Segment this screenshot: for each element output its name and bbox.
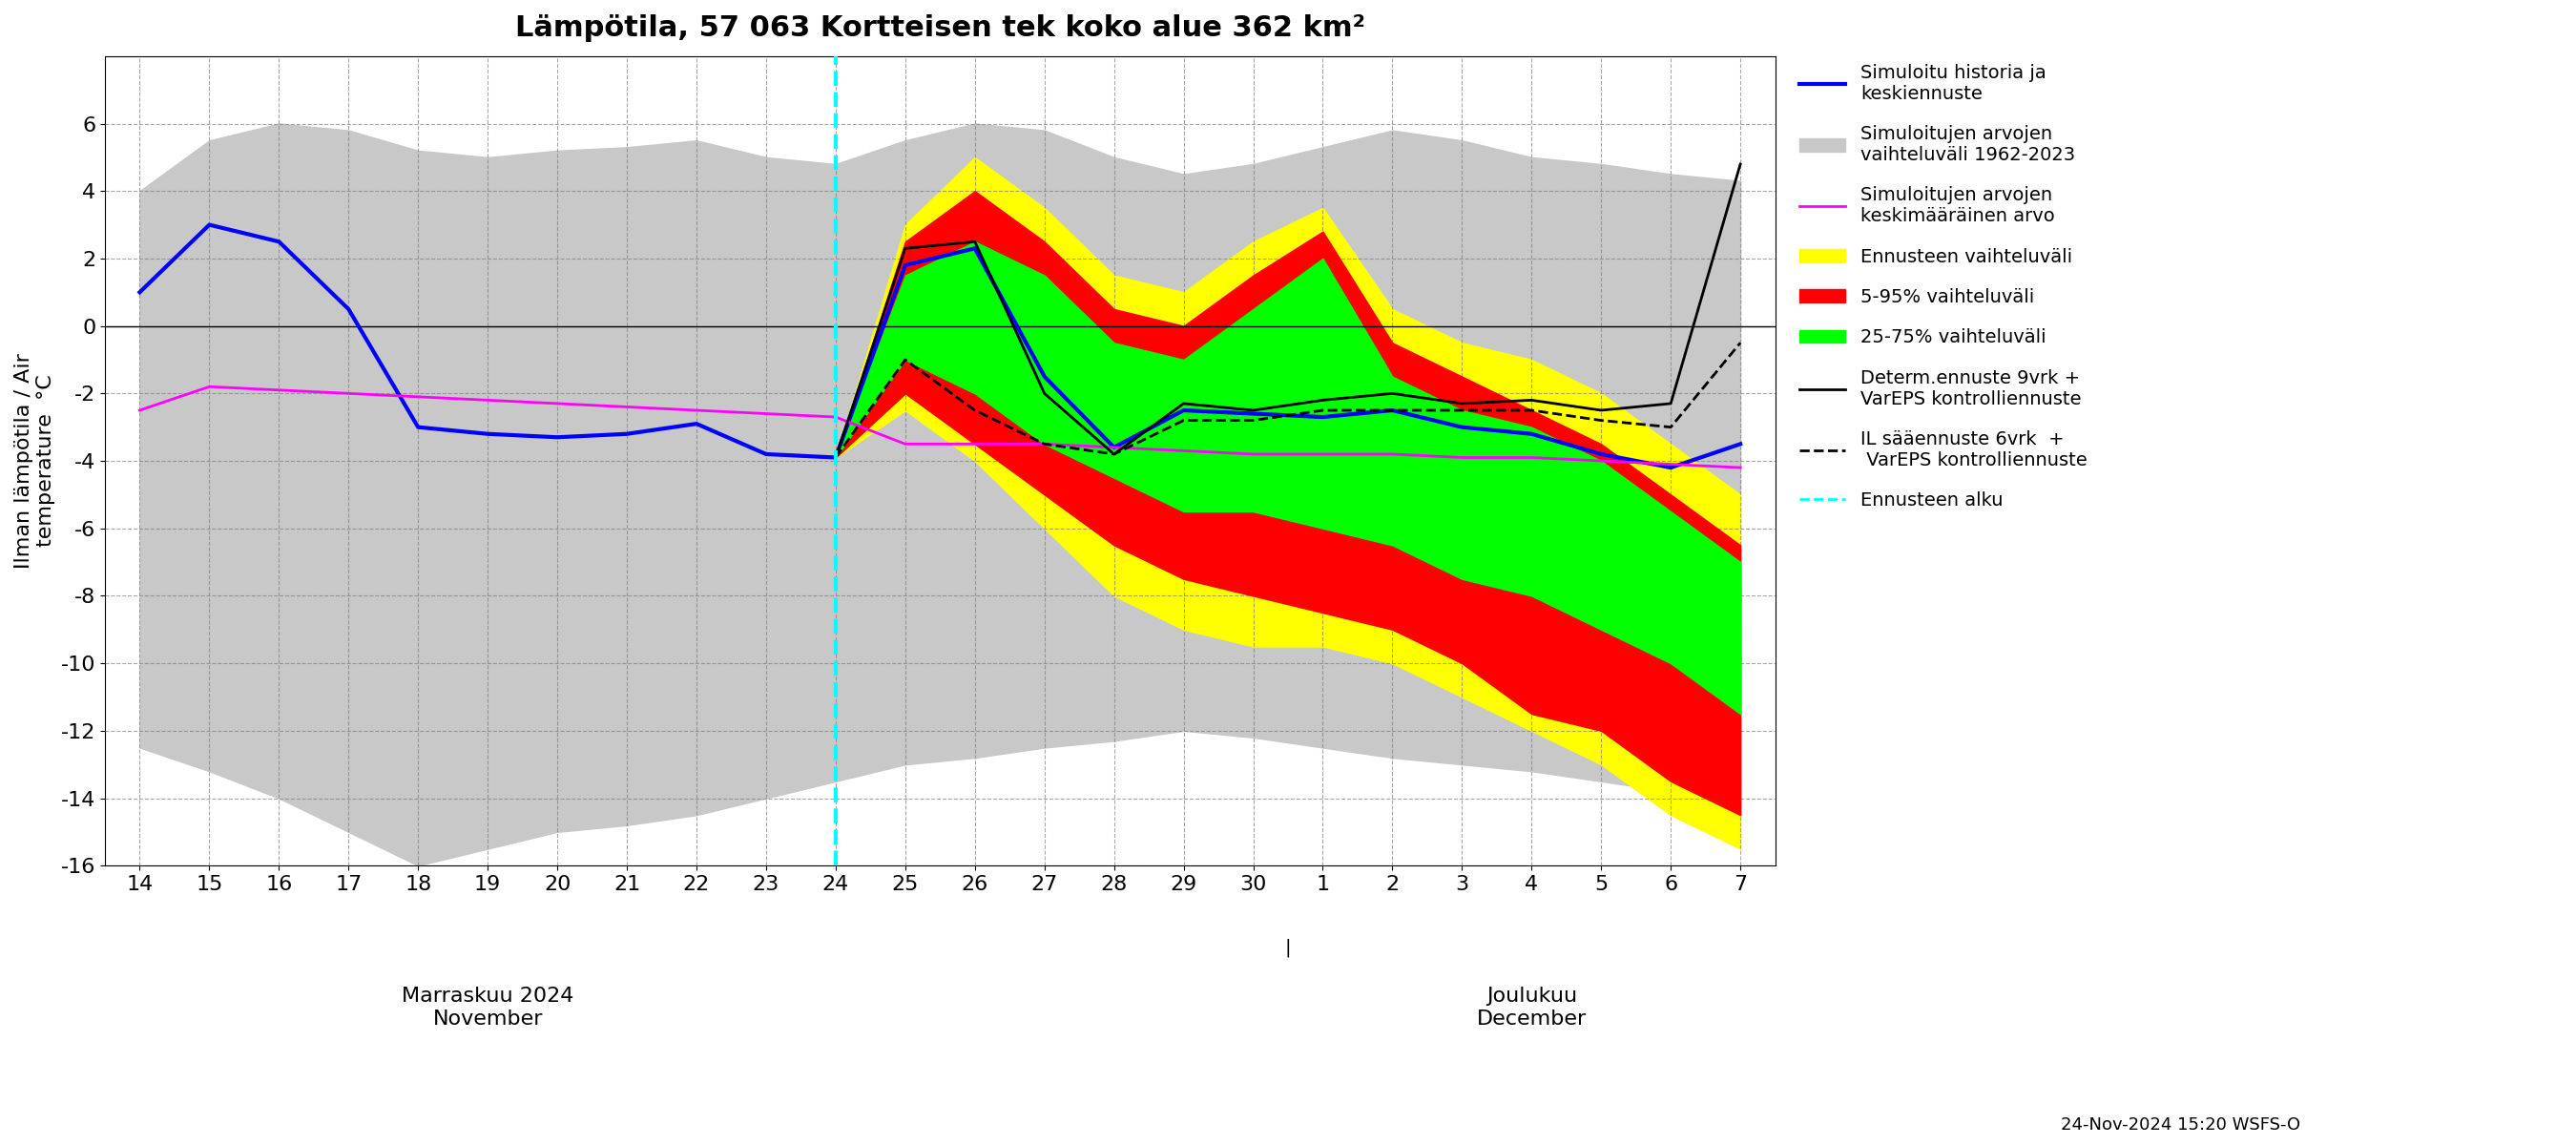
Text: Marraskuu 2024
November: Marraskuu 2024 November bbox=[402, 987, 574, 1028]
Text: Joulukuu
December: Joulukuu December bbox=[1476, 987, 1587, 1028]
Legend: Simuloitu historia ja
keskiennuste, Simuloitujen arvojen
vaihteluväli 1962-2023,: Simuloitu historia ja keskiennuste, Simu… bbox=[1793, 56, 2094, 518]
Text: 24-Nov-2024 15:20 WSFS-O: 24-Nov-2024 15:20 WSFS-O bbox=[2061, 1116, 2300, 1134]
Text: |: | bbox=[1285, 939, 1291, 957]
Y-axis label: Ilman lämpötila / Air
temperature  °C: Ilman lämpötila / Air temperature °C bbox=[15, 353, 57, 569]
Title: Lämpötila, 57 063 Kortteisen tek koko alue 362 km²: Lämpötila, 57 063 Kortteisen tek koko al… bbox=[515, 14, 1365, 42]
